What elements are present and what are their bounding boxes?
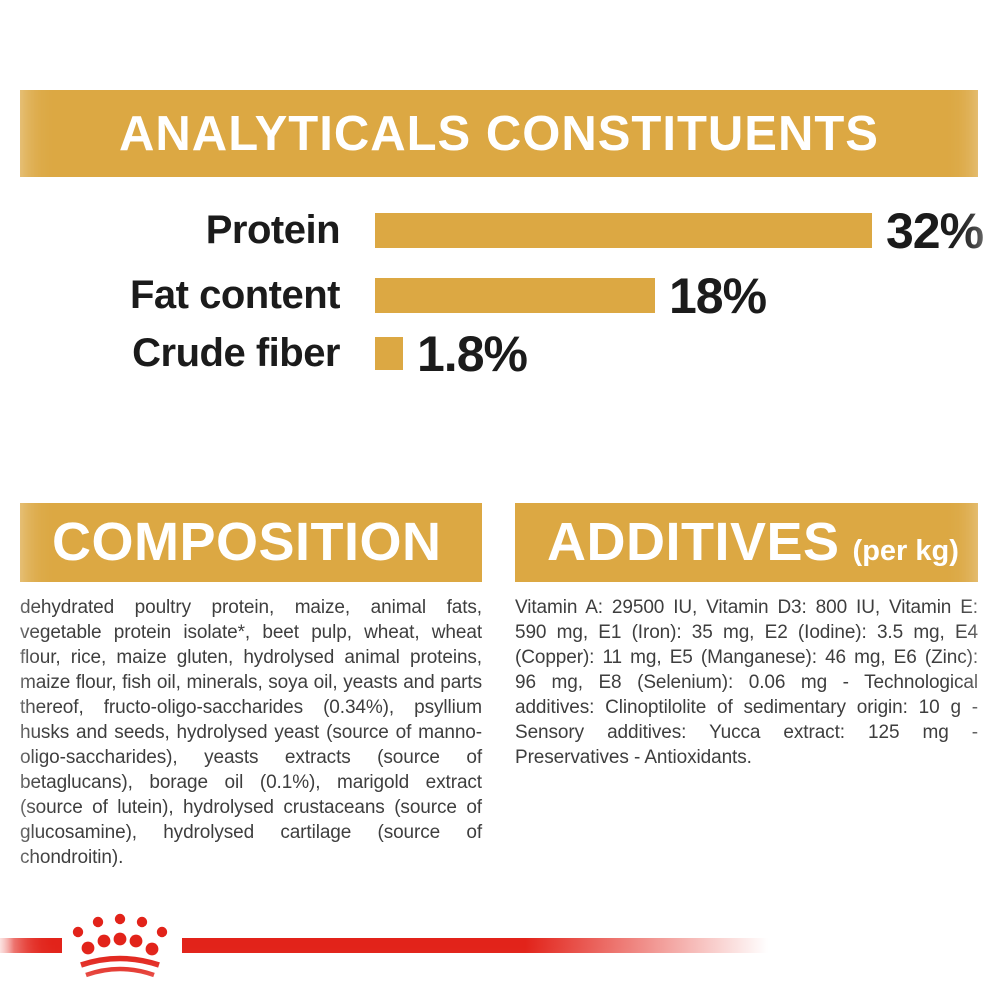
crude-fiber-bar [375,337,403,370]
fat-content-bar [375,278,655,313]
analytical-constituents-title: ANALYTICALS CONSTITUENTS [119,106,879,161]
additives-header: ADDITIVES (per kg) [515,503,978,582]
chart-row-crude-fiber: Crude fiber 1.8% [0,326,1000,382]
chart-row-protein: Protein 32% [0,203,1000,259]
analytical-constituents-header: ANALYTICALS CONSTITUENTS [20,90,978,177]
fat-content-label: Fat content [129,273,341,317]
composition-header: COMPOSITION [20,503,482,582]
additives-text: Vitamin A: 29500 IU, Vitamin D3: 800 IU,… [515,597,978,768]
additives-title: ADDITIVES [547,512,840,572]
composition-text: dehydrated poultry protein, maize, anima… [20,597,482,868]
protein-bar [375,213,872,248]
additives-title-suffix: (per kg) [852,535,959,567]
fat-content-value: 18% [669,267,767,324]
chart-row-fat-content: Fat content 18% [0,268,1000,324]
nutrient-bar-chart: Protein 32% Fat content 18% Crude fiber … [0,203,1000,382]
protein-label: Protein [205,208,341,252]
additives-section: ADDITIVES (per kg) Vitamin A: 29500 IU, … [515,503,978,770]
protein-value: 32% [886,202,984,259]
royal-canin-crown-icon [72,913,168,978]
red-divider-right [182,938,774,953]
composition-title: COMPOSITION [52,512,442,572]
crude-fiber-value: 1.8% [417,325,528,382]
crude-fiber-label: Crude fiber [132,331,340,375]
red-divider-left [0,938,62,953]
composition-section: COMPOSITION dehydrated poultry protein, … [20,503,482,870]
